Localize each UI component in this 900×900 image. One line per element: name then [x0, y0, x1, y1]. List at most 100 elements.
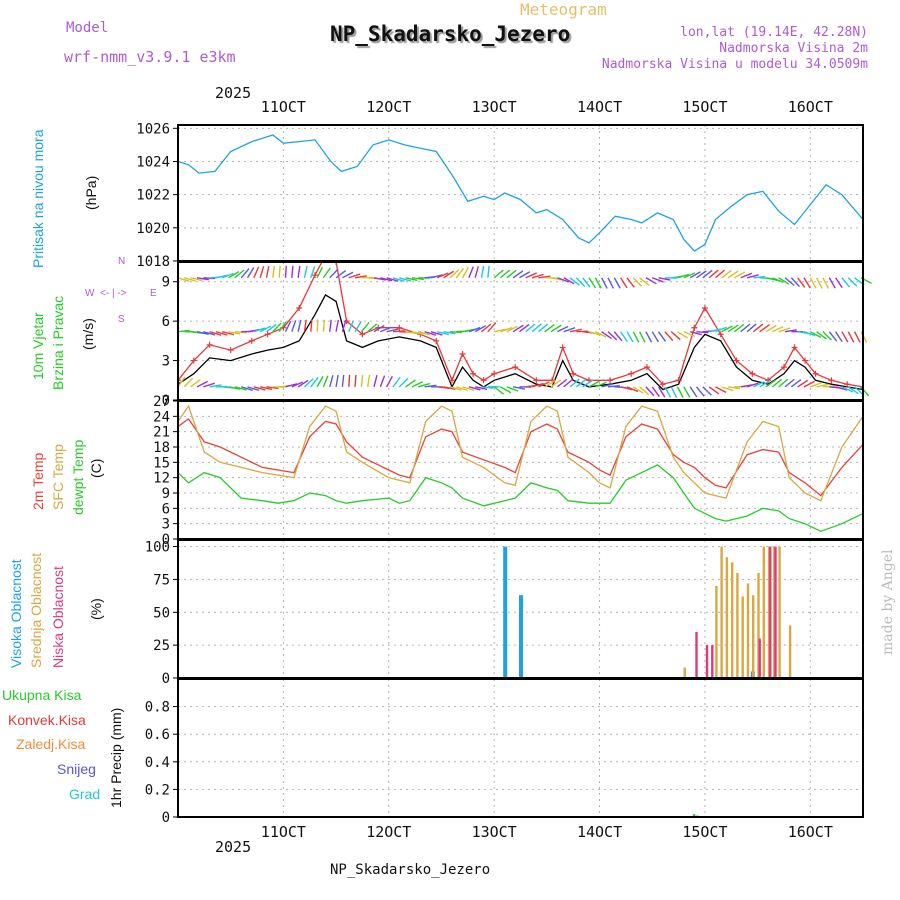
wind-arrow — [348, 273, 361, 279]
wind-arrow — [803, 277, 811, 289]
wind-arrow — [367, 323, 378, 333]
wind-arrow — [721, 325, 733, 333]
wind-arrow — [247, 386, 260, 392]
wind-arrow — [475, 386, 488, 390]
wind-arrow — [278, 265, 281, 278]
wind-arrow — [734, 271, 746, 279]
y-tick-label: 0 — [162, 671, 170, 687]
wind-arrow — [411, 277, 424, 281]
wind-arrow — [841, 331, 849, 343]
wind-arrow — [645, 277, 657, 285]
bar-niska-oblacnost — [758, 638, 761, 678]
wind-arrow — [493, 269, 504, 279]
gust-marker — [512, 364, 519, 371]
gust-marker — [812, 370, 819, 377]
gust-marker — [433, 337, 440, 344]
wind-arrow — [386, 277, 399, 282]
wind-arrow — [284, 320, 292, 332]
wind-arrow — [487, 322, 497, 333]
gust-marker — [190, 357, 197, 364]
gust-marker — [628, 370, 635, 377]
wind-arrow — [461, 266, 470, 279]
wind-arrow — [411, 330, 424, 336]
wind-arrow — [297, 379, 309, 388]
wind-arrow — [810, 382, 822, 388]
wind-arrow — [506, 269, 517, 279]
gust-marker — [333, 262, 340, 265]
wind-arrow — [670, 331, 681, 341]
model-elevation: Nadmorska Visina u modelu 34.0509m — [601, 57, 868, 72]
wind-arrow — [399, 277, 412, 282]
bar-niska-oblacnost — [695, 632, 698, 678]
wind-arrow — [816, 331, 827, 340]
wind-arrow — [342, 271, 354, 279]
wind-arrow — [493, 386, 505, 395]
wind-arrow — [525, 272, 538, 279]
wind-arrow — [190, 277, 203, 282]
wind-arrow — [771, 378, 783, 388]
y-tick-label: 0 — [162, 532, 170, 548]
wind-arrow — [329, 319, 332, 332]
x-tick-label-top: 16OCT — [788, 98, 833, 116]
wind-arrow — [228, 330, 241, 335]
wind-arrow — [575, 277, 586, 287]
wind-arrow — [348, 320, 355, 332]
wind-arrow — [418, 382, 431, 388]
wind-arrow — [734, 323, 745, 333]
wind-arrow — [322, 319, 326, 332]
wind-arrow — [537, 323, 549, 333]
wind-arrow — [721, 269, 732, 279]
y-tick-label: 9 — [162, 486, 170, 502]
wind-arrow — [392, 376, 401, 388]
wind-arrow — [449, 386, 462, 391]
y-tick-label: 0.4 — [145, 755, 170, 771]
wind-arrow — [196, 277, 209, 281]
wind-arrow — [594, 277, 602, 289]
wind-arrow — [379, 375, 386, 388]
panel-1-data — [178, 134, 863, 252]
wind-arrow — [753, 275, 766, 279]
wind-arrow — [595, 331, 607, 338]
wind-arrow — [386, 375, 393, 388]
wind-arrow — [657, 386, 666, 398]
wind-arrow — [620, 331, 628, 342]
bar-srednja-oblacnost — [683, 667, 686, 678]
wind-arrow — [487, 265, 490, 278]
wind-arrow — [544, 380, 556, 388]
gust-marker — [659, 381, 666, 388]
wind-arrow — [569, 277, 580, 286]
wind-arrow — [392, 330, 406, 333]
x-tick-label-top: 11OCT — [261, 98, 306, 116]
wind-arrow — [657, 331, 667, 342]
wind-arrow — [772, 277, 784, 284]
wind-arrow — [588, 380, 600, 388]
y-tick-label: 12 — [153, 471, 170, 487]
wind-label-2: Brzina i Pravac — [50, 295, 66, 390]
wind-arrow — [480, 265, 485, 278]
wind-arrow — [538, 381, 550, 388]
y-tick-label: 6 — [162, 314, 170, 330]
wind-arrow — [638, 331, 646, 343]
bar-srednja-oblacnost — [720, 546, 723, 678]
wind-arrow — [620, 277, 628, 289]
wind-arrow — [316, 319, 319, 332]
wind-arrow — [260, 386, 273, 391]
wind-arrow — [765, 379, 777, 388]
wind-arrow — [531, 323, 542, 333]
wind-arrow — [291, 320, 297, 332]
wind-unit: (m/s) — [80, 318, 96, 350]
y-tick-label: 24 — [153, 409, 170, 425]
wind-arrow — [437, 330, 450, 336]
gust-marker — [643, 364, 650, 371]
bar-visoka-oblacnost — [503, 546, 508, 678]
wind-arrow — [746, 274, 759, 279]
wind-arrow — [695, 386, 705, 397]
wind-arrow — [784, 378, 795, 388]
wind-arrow — [424, 330, 437, 336]
wind-arrow — [607, 277, 615, 289]
wind-arrow — [853, 331, 861, 343]
wind-arrow — [626, 277, 635, 288]
wind-arrow — [689, 386, 698, 398]
location-coords: lon,lat (19.14E, 42.28N) — [680, 25, 868, 40]
wind-arrow — [632, 331, 640, 343]
